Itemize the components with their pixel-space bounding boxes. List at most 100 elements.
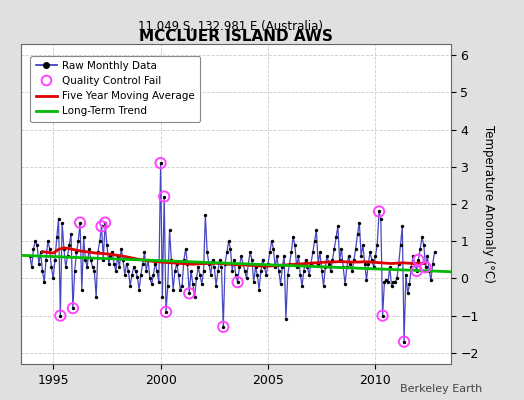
Point [206, 272, 215, 278]
Point [355, 220, 364, 226]
Point [219, 324, 227, 330]
Point [264, 260, 272, 267]
Point [233, 279, 242, 285]
Point [386, 264, 394, 270]
Point [221, 260, 229, 267]
Point [262, 272, 270, 278]
Point [123, 260, 131, 267]
Point [398, 223, 407, 230]
Point [267, 238, 276, 244]
Point [414, 257, 422, 263]
Point [172, 260, 181, 267]
Point [344, 253, 353, 259]
Point [362, 277, 370, 284]
Point [321, 264, 330, 270]
Point [402, 272, 410, 278]
Point [368, 257, 376, 263]
Point [199, 268, 208, 274]
Point [201, 212, 210, 218]
Point [27, 264, 36, 270]
Point [361, 260, 369, 267]
Point [314, 260, 322, 267]
Point [35, 260, 43, 267]
Point [392, 275, 401, 282]
Point [310, 238, 319, 244]
Point [246, 249, 254, 256]
Point [54, 216, 63, 222]
Point [210, 264, 219, 270]
Point [384, 279, 392, 285]
Point [309, 249, 317, 256]
Point [37, 249, 45, 256]
Point [369, 264, 378, 270]
Point [253, 272, 261, 278]
Point [110, 260, 118, 267]
Point [248, 257, 256, 263]
Point [276, 281, 285, 287]
Point [289, 234, 297, 241]
Point [160, 193, 168, 200]
Point [46, 246, 54, 252]
Point [348, 268, 356, 274]
Point [412, 268, 421, 274]
Point [166, 227, 174, 233]
Point [280, 253, 288, 259]
Point [366, 249, 374, 256]
Point [133, 273, 141, 280]
Point [67, 230, 75, 237]
Point [56, 312, 64, 319]
Point [113, 253, 122, 259]
Point [416, 246, 424, 252]
Point [323, 253, 331, 259]
Point [95, 238, 104, 244]
Point [33, 242, 41, 248]
Point [119, 257, 127, 263]
Point [391, 279, 399, 285]
Point [258, 257, 267, 263]
Point [291, 242, 299, 248]
Point [155, 279, 163, 285]
Point [40, 279, 48, 285]
Point [275, 268, 283, 274]
Point [400, 338, 408, 345]
Point [99, 257, 107, 263]
Point [230, 257, 238, 263]
Point [72, 249, 81, 256]
Point [144, 257, 152, 263]
Point [271, 264, 279, 270]
Point [343, 264, 351, 270]
Point [196, 272, 204, 278]
Point [318, 268, 326, 274]
Point [375, 208, 383, 215]
Point [192, 275, 201, 282]
Point [382, 277, 390, 284]
Point [307, 260, 315, 267]
Point [103, 242, 111, 248]
Point [400, 338, 408, 345]
Point [42, 257, 50, 263]
Point [389, 279, 398, 285]
Point [185, 290, 193, 296]
Point [298, 283, 306, 289]
Point [346, 260, 355, 267]
Point [80, 234, 88, 241]
Point [429, 260, 437, 267]
Point [241, 268, 249, 274]
Point [194, 264, 202, 270]
Point [86, 257, 95, 263]
Point [359, 242, 367, 248]
Point [158, 294, 167, 300]
Point [124, 268, 133, 274]
Point [85, 246, 93, 252]
Legend: Raw Monthly Data, Quality Control Fail, Five Year Moving Average, Long-Term Tren: Raw Monthly Data, Quality Control Fail, … [30, 56, 200, 122]
Point [76, 220, 84, 226]
Point [378, 312, 387, 319]
Point [301, 257, 310, 263]
Point [162, 309, 170, 315]
Point [357, 253, 365, 259]
Point [423, 253, 432, 259]
Point [425, 268, 433, 274]
Point [92, 294, 100, 300]
Point [328, 257, 336, 263]
Point [169, 286, 177, 293]
